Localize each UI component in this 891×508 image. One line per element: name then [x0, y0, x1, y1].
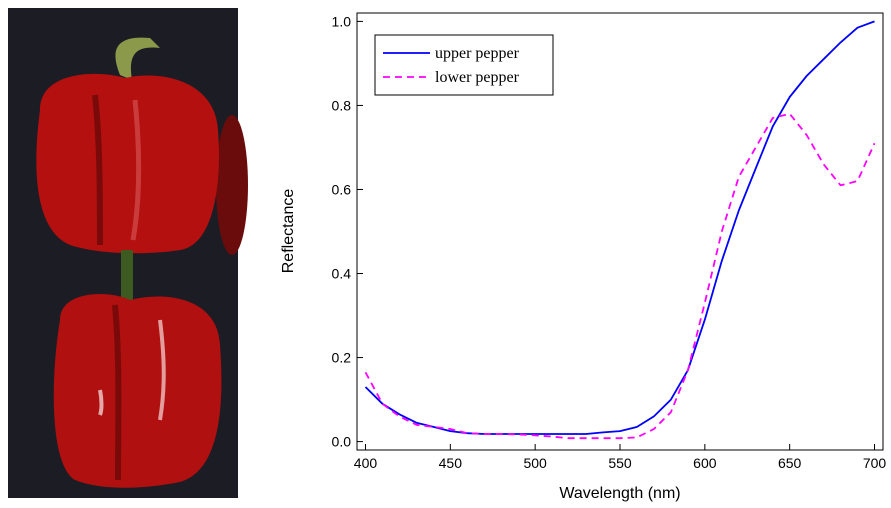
- plot-area: 400 450 500 550 600 650 700 0.0 0.2 0.4 0.6 0.8 1.0 u…: [332, 13, 887, 471]
- x-axis-title: Wavelength (nm): [559, 485, 680, 502]
- legend: upper pepper lower pepper: [374, 34, 554, 96]
- y-tick-label: 0.0: [332, 434, 352, 450]
- x-tick-label: 600: [693, 455, 717, 471]
- x-tick-label: 400: [354, 455, 378, 471]
- legend-box: [374, 34, 554, 96]
- pepper-photo: [8, 8, 248, 498]
- y-tick-label: 1.0: [332, 13, 352, 29]
- y-tick-label: 0.4: [332, 266, 352, 282]
- series-line: [364, 112, 876, 440]
- x-tick-label: 500: [523, 455, 547, 471]
- legend-label: upper pepper: [435, 45, 520, 62]
- y-tick-label: 0.8: [332, 97, 352, 113]
- y-axis-title: Reflectance: [280, 189, 297, 274]
- y-tick-label: 0.2: [332, 350, 352, 366]
- x-tick-label: 700: [863, 455, 887, 471]
- x-tick-label: 650: [778, 455, 802, 471]
- x-tick-label: 450: [439, 455, 463, 471]
- series-line: [364, 20, 875, 435]
- y-tick-label: 0.6: [332, 181, 352, 197]
- x-tick-label: 550: [608, 455, 632, 471]
- legend-label: lower pepper: [435, 69, 520, 86]
